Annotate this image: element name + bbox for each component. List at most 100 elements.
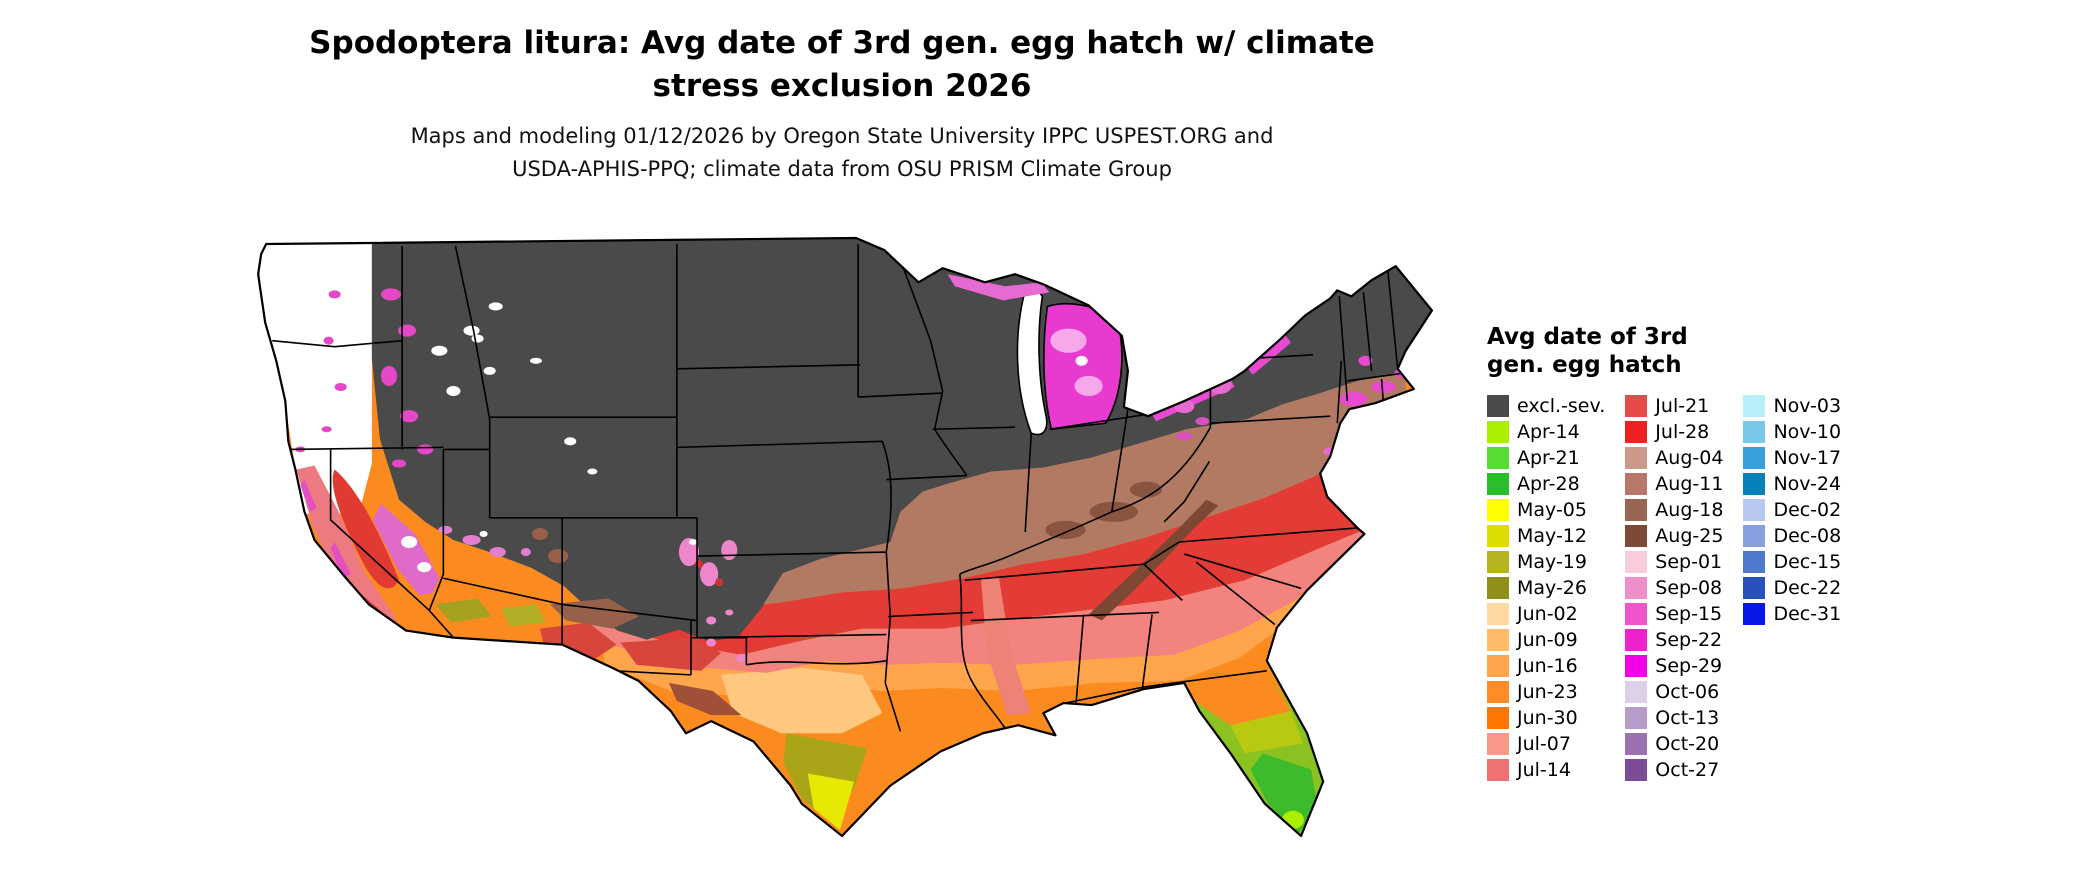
map-region-jul-early-band [580, 526, 1371, 673]
map-patch-eastor-magenta [400, 410, 419, 423]
legend-label: May-12 [1517, 525, 1587, 548]
map-legend: Avg date of 3rd gen. egg hatch excl.-sev… [1487, 324, 1841, 783]
legend-label: Sep-22 [1655, 629, 1723, 652]
map-patch-sierra-white [401, 535, 418, 549]
legend-label: Jul-28 [1655, 421, 1710, 444]
legend-swatch [1743, 395, 1766, 418]
legend-label: Dec-02 [1773, 499, 1842, 522]
legend-swatch [1625, 499, 1648, 522]
legend-item: Jun-23 [1487, 679, 1605, 705]
legend-item: May-19 [1487, 549, 1605, 575]
legend-item: Dec-31 [1743, 601, 1841, 627]
map-patch-nevada-pink [462, 534, 481, 546]
map-region-pnw-white [258, 240, 372, 514]
legend-item: May-05 [1487, 497, 1605, 523]
map-region-mississippi-tongue [980, 578, 1032, 716]
legend-swatch [1487, 525, 1509, 548]
legend-swatch [1625, 629, 1648, 652]
legend-item: Aug-04 [1625, 445, 1723, 471]
legend-item: Jun-09 [1487, 627, 1605, 653]
legend-label: Nov-03 [1773, 395, 1842, 418]
title-line-1: Spodoptera litura: Avg date of 3rd gen. … [309, 25, 1375, 61]
legend-swatch [1743, 499, 1766, 522]
legend-label: Dec-22 [1773, 577, 1842, 600]
legend-label: Apr-28 [1517, 473, 1580, 496]
legend-swatch [1487, 733, 1509, 756]
legend-swatch [1625, 655, 1648, 678]
map-patch-eastor-magenta [380, 365, 398, 386]
map-patch-wtx-pink [706, 638, 717, 647]
legend-swatch [1487, 395, 1509, 418]
map-region-upper-peninsula-magenta [947, 274, 1050, 301]
map-patch-nm-pink [725, 609, 734, 616]
map-patch-pa-ridge-magenta [1176, 432, 1193, 441]
map-patch-utah-brown [531, 527, 549, 540]
map-patch-wyoming-white [564, 437, 577, 446]
state-borders [272, 244, 1406, 732]
legend-swatch [1625, 759, 1648, 782]
legend-label: Jun-02 [1517, 603, 1578, 626]
legend-swatch [1487, 629, 1509, 652]
map-patch-wtx-pink [736, 653, 747, 662]
legend-label: May-19 [1517, 551, 1587, 574]
legend-item: Jun-30 [1487, 705, 1605, 731]
map-patch-michigan-pink [1050, 328, 1087, 353]
legend-label: Dec-31 [1773, 603, 1842, 626]
map-patch-colorado-pink [678, 537, 700, 567]
map-patch-newengland-magenta [1358, 355, 1373, 366]
map-patch-nm-pink [706, 616, 717, 625]
map-patch-nevada-pink [489, 547, 506, 558]
map-patch-utah-pink [520, 548, 531, 557]
map-patch-utah-brown [548, 549, 569, 564]
map-patch-newengland-magenta [1371, 380, 1396, 394]
us-outline [257, 236, 1434, 838]
map-patch-idaho-white [483, 366, 496, 375]
legend-item: Jul-21 [1625, 393, 1723, 419]
legend-column: Nov-03 Nov-10 Nov-17 Nov-24 Dec-02 Dec-08 Dec-… [1743, 393, 1841, 627]
legend-label: Sep-08 [1655, 577, 1723, 600]
map-patch-montana-white [471, 334, 484, 343]
legend-label: Jul-07 [1517, 733, 1571, 756]
legend-label: Sep-01 [1655, 551, 1723, 574]
legend-label: Oct-13 [1655, 707, 1720, 730]
legend-swatch [1625, 395, 1648, 418]
legend-item: Nov-03 [1743, 393, 1841, 419]
legend-swatch [1487, 707, 1509, 730]
legend-item: Oct-06 [1625, 679, 1723, 705]
map-patch-colorado-pink [721, 539, 738, 561]
map-patch-bigbend-brown [668, 682, 742, 716]
us-map [257, 236, 1434, 838]
legend-column: excl.-sev. Apr-14 Apr-21 Apr-28 May-05 May-12… [1487, 393, 1605, 783]
map-region-ca-coast-salmon [296, 465, 406, 649]
legend-label: Oct-06 [1655, 681, 1720, 704]
legend-item: Sep-29 [1625, 653, 1723, 679]
lake-michigan [1016, 287, 1048, 436]
legend-swatch [1487, 655, 1509, 678]
legend-swatch [1625, 421, 1648, 444]
map-patch-newengland-magenta [1339, 392, 1368, 407]
legend-swatch [1625, 707, 1648, 730]
map-patch-montana-white [488, 302, 503, 311]
map-patch-newmexico-red [620, 637, 722, 671]
legend-swatch [1487, 603, 1509, 626]
legend-columns: excl.-sev. Apr-14 Apr-21 Apr-28 May-05 May-12… [1487, 393, 1841, 783]
map-patch-desert-olive [435, 598, 492, 623]
map-patch-pa-ridge-magenta [1195, 417, 1210, 426]
legend-label: Jun-30 [1517, 707, 1578, 730]
legend-swatch [1487, 759, 1509, 782]
legend-swatch [1743, 473, 1766, 496]
legend-label: Nov-10 [1773, 421, 1842, 444]
map-region-may05-texas-tip [807, 773, 855, 830]
map-patch-coastwa-magenta [328, 290, 341, 299]
legend-label: Oct-20 [1655, 733, 1720, 756]
legend-swatch [1625, 473, 1648, 496]
page-subtitle: Maps and modeling 01/12/2026 by Oregon S… [0, 120, 1684, 185]
map-region-michigan-magenta [1043, 303, 1123, 431]
legend-item: Dec-08 [1743, 523, 1841, 549]
legend-item: Nov-24 [1743, 471, 1841, 497]
map-patch-desert-olive [501, 604, 547, 627]
map-patch-dark-brown [1129, 481, 1163, 498]
map-patch-ontario-shore-magenta [1246, 334, 1291, 375]
legend-item: May-26 [1487, 575, 1605, 601]
legend-item: Jul-07 [1487, 731, 1605, 757]
